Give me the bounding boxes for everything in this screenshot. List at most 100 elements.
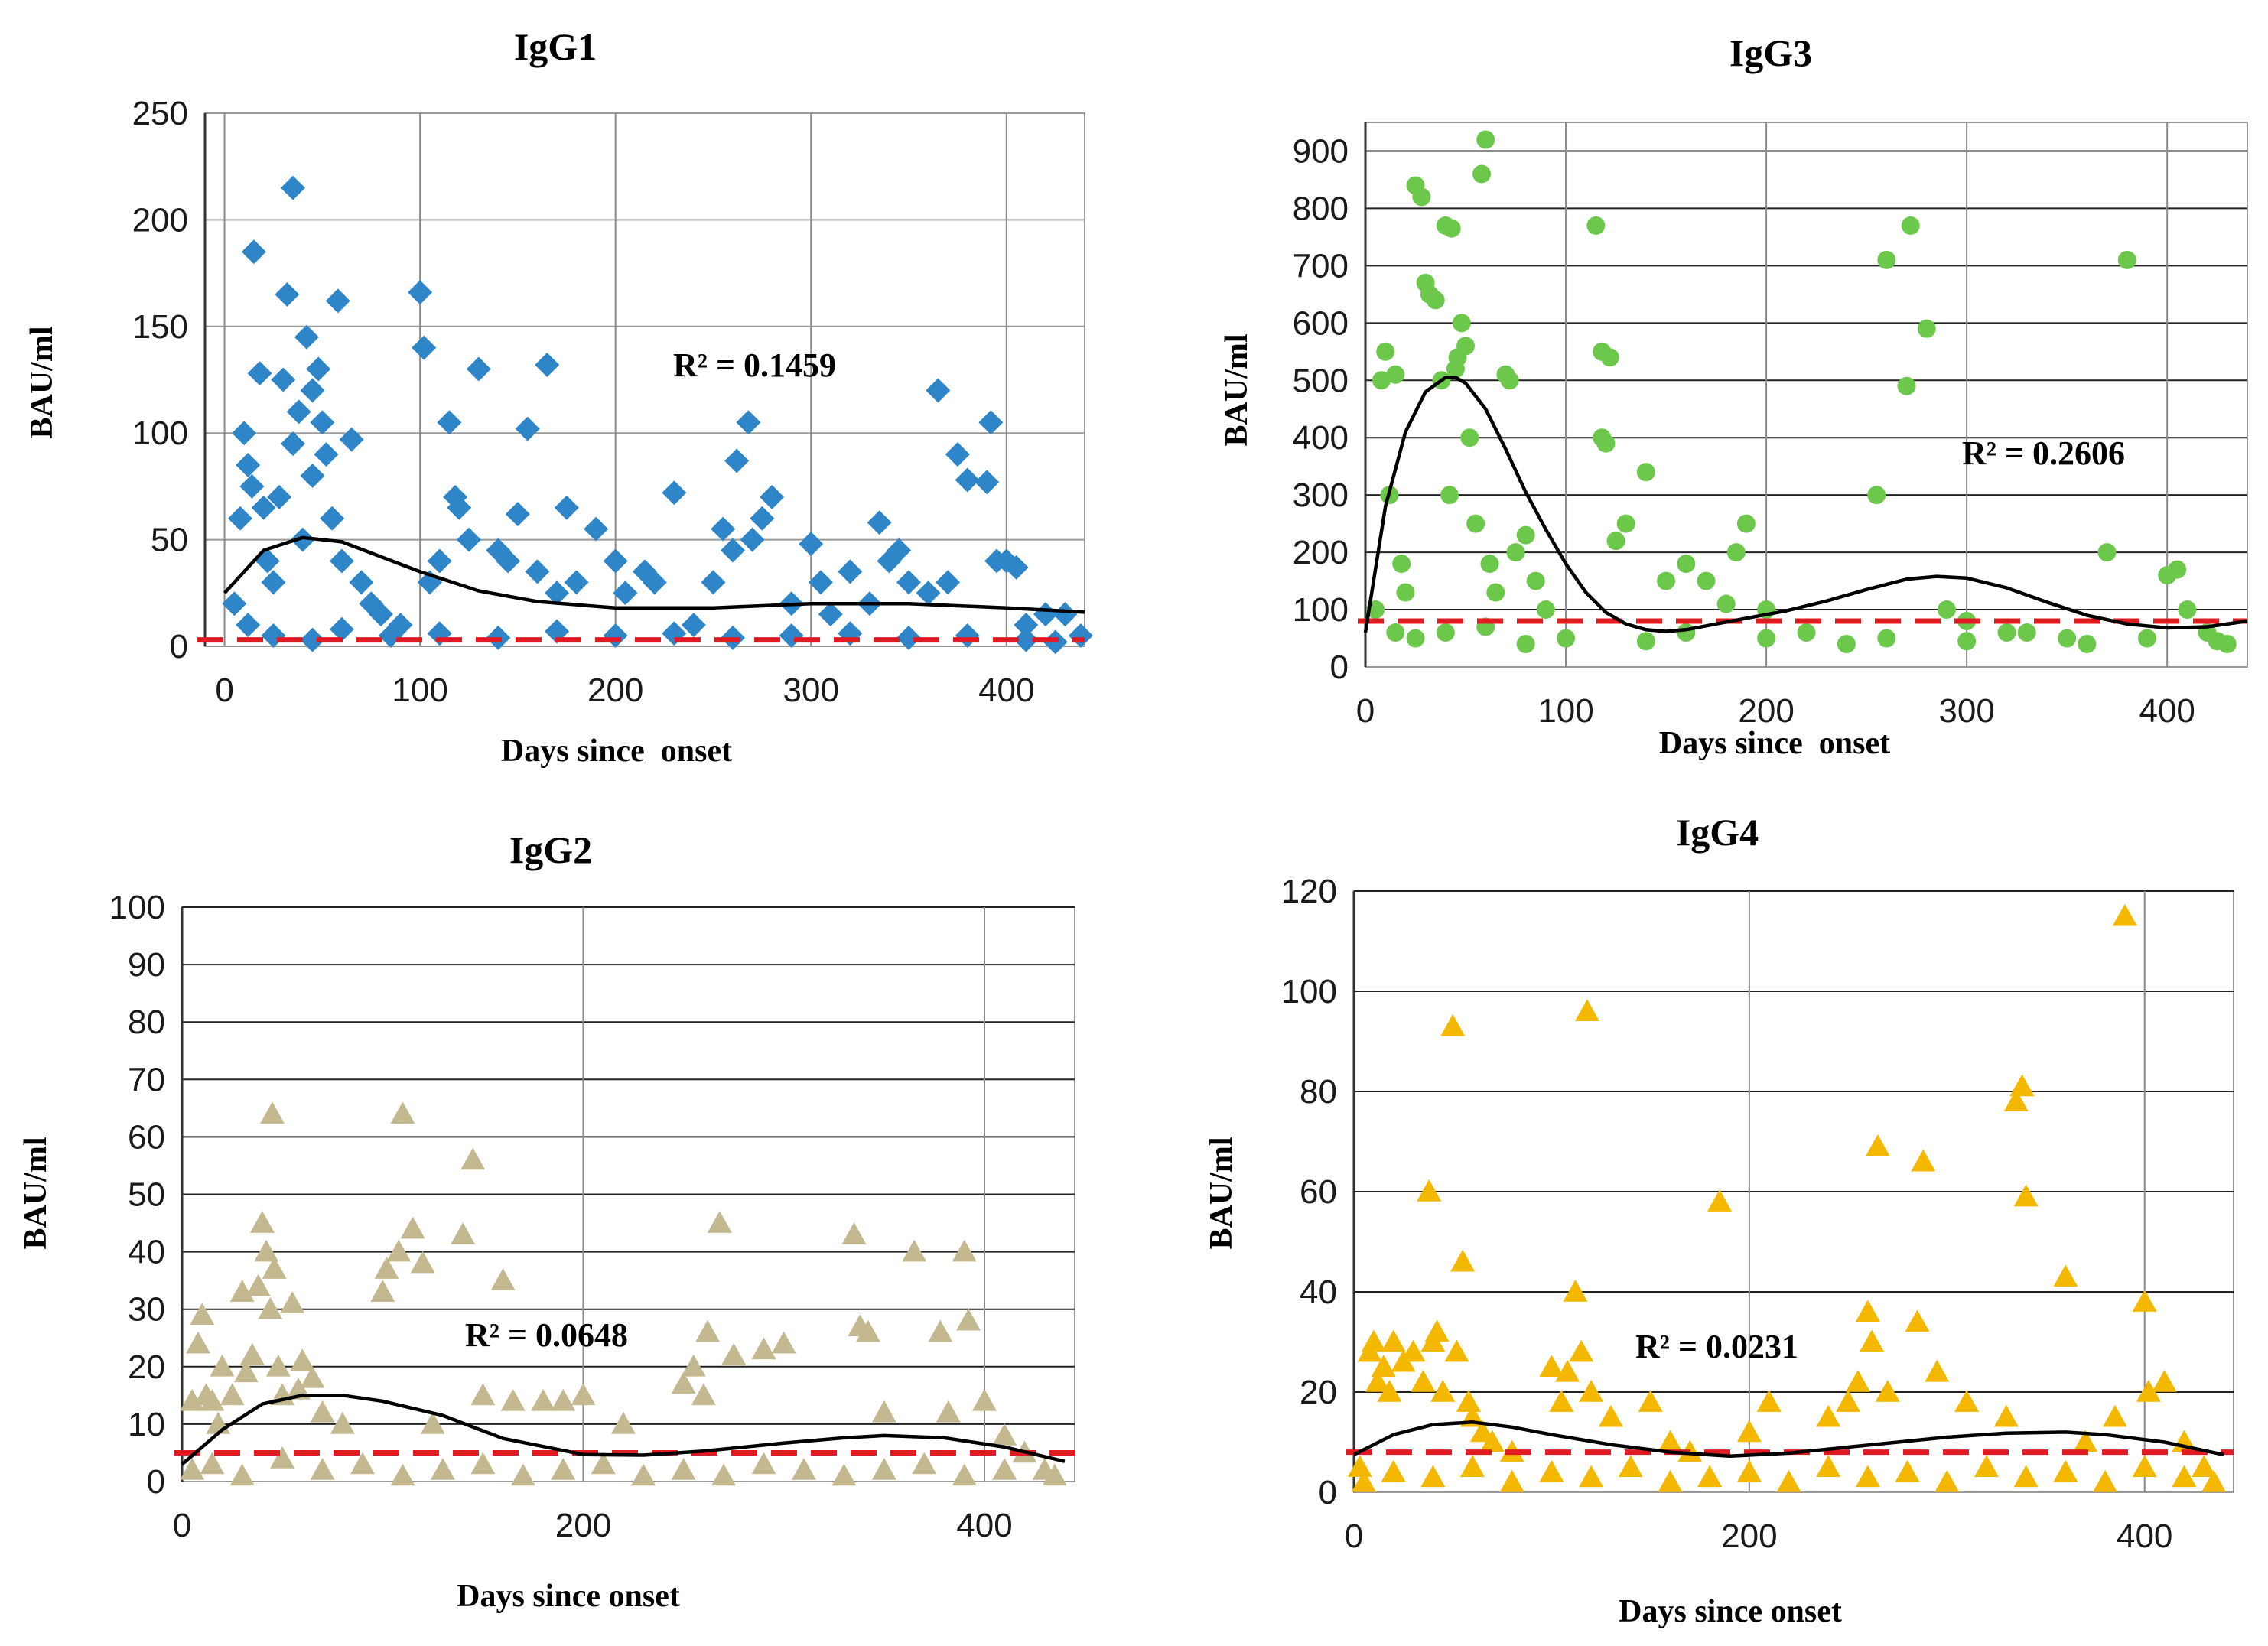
data-point: [314, 442, 339, 467]
data-point: [1905, 1309, 1930, 1332]
data-point: [200, 1452, 225, 1475]
data-point: [1855, 1300, 1880, 1322]
plot-area: [1365, 122, 2248, 668]
data-point: [1925, 1359, 1950, 1382]
data-point: [831, 1463, 857, 1486]
y-tick-label: 250: [132, 95, 188, 132]
data-point: [1555, 1359, 1580, 1382]
data-point: [239, 1342, 265, 1365]
data-point: [1516, 635, 1535, 654]
x-axis-label: Days since onset: [1619, 1594, 1842, 1629]
data-point: [671, 1457, 696, 1480]
data-point: [564, 570, 589, 595]
data-point: [545, 581, 569, 606]
data-point: [1997, 623, 2016, 642]
data-point: [1014, 627, 1039, 652]
x-tick-label: 400: [956, 1507, 1012, 1544]
data-point: [701, 570, 726, 595]
data-point: [220, 1383, 245, 1406]
data-point: [531, 1388, 556, 1411]
data-point: [330, 1411, 355, 1434]
data-point: [603, 548, 628, 574]
data-point: [1877, 629, 1896, 648]
data-point: [229, 1280, 255, 1302]
data-point: [290, 1348, 315, 1371]
data-point: [1452, 314, 1471, 333]
data-point: [681, 613, 706, 638]
data-point: [1658, 1430, 1683, 1452]
data-point: [190, 1303, 215, 1326]
y-tick-label: 120: [1281, 873, 1337, 910]
data-point: [1776, 1469, 1801, 1492]
x-tick-label: 0: [215, 672, 233, 709]
data-point: [1677, 623, 1696, 642]
data-point: [427, 548, 452, 574]
data-point: [2009, 1074, 2035, 1097]
data-point: [1957, 632, 1977, 651]
data-point: [1816, 1455, 1841, 1478]
data-point: [841, 1222, 867, 1244]
y-tick-label: 900: [1293, 132, 1349, 170]
data-point: [210, 1354, 235, 1377]
data-point: [1877, 250, 1896, 269]
data-point: [2017, 623, 2036, 642]
data-point: [871, 1400, 896, 1423]
data-point: [470, 1452, 496, 1475]
data-point: [1549, 1390, 1574, 1412]
data-point: [222, 591, 247, 616]
data-point: [721, 538, 745, 563]
data-point: [1579, 1465, 1604, 1488]
data-point: [1460, 1455, 1485, 1478]
x-tick-label: 100: [1537, 692, 1593, 730]
x-tick-label: 400: [2139, 692, 2195, 730]
data-point: [711, 516, 736, 542]
data-point: [1456, 337, 1476, 356]
data-point: [551, 1388, 576, 1411]
data-point: [896, 570, 921, 595]
data-point: [1596, 434, 1616, 453]
y-axis-label: BAU/ml: [24, 327, 60, 439]
r-squared-label: R² = 0.2606: [1962, 434, 2125, 472]
data-point: [662, 480, 687, 506]
data-point: [1616, 514, 1635, 533]
y-tick-label: 200: [132, 201, 188, 239]
data-point: [1954, 1390, 1980, 1412]
data-point: [1598, 1404, 1623, 1427]
y-tick-label: 300: [1293, 477, 1349, 514]
x-tick-label: 0: [1345, 1518, 1363, 1555]
data-point: [1797, 623, 1816, 642]
data-point: [818, 602, 843, 627]
data-point: [2132, 1290, 2157, 1312]
data-point: [374, 1257, 399, 1279]
data-point: [2172, 1465, 2197, 1488]
data-point: [642, 570, 667, 595]
data-point: [971, 1388, 997, 1411]
data-point: [1569, 1339, 1594, 1362]
data-point: [1476, 130, 1495, 149]
data-point: [386, 1239, 412, 1262]
data-point: [809, 570, 833, 595]
data-point: [2117, 250, 2136, 269]
data-point: [1472, 164, 1491, 184]
data-point: [681, 1354, 706, 1377]
chart-title: IgG2: [509, 828, 592, 871]
trend-line: [1352, 1420, 2224, 1459]
data-point: [571, 1383, 596, 1406]
data-point: [325, 288, 350, 314]
data-point: [2137, 629, 2156, 648]
data-point: [1042, 1463, 1067, 1486]
y-tick-label: 80: [1300, 1073, 1337, 1111]
data-point: [1536, 600, 1555, 620]
data-point: [1420, 1465, 1446, 1488]
data-point: [1636, 463, 1655, 482]
data-point: [247, 361, 272, 386]
data-point: [1586, 216, 1606, 235]
data-point: [1563, 1280, 1588, 1302]
data-point: [1053, 602, 1078, 627]
data-point: [992, 1457, 1017, 1480]
data-point: [281, 175, 305, 200]
data-point: [1365, 1369, 1391, 1392]
data-point: [1526, 571, 1545, 590]
data-point: [838, 559, 863, 584]
y-tick-label: 800: [1293, 190, 1349, 227]
